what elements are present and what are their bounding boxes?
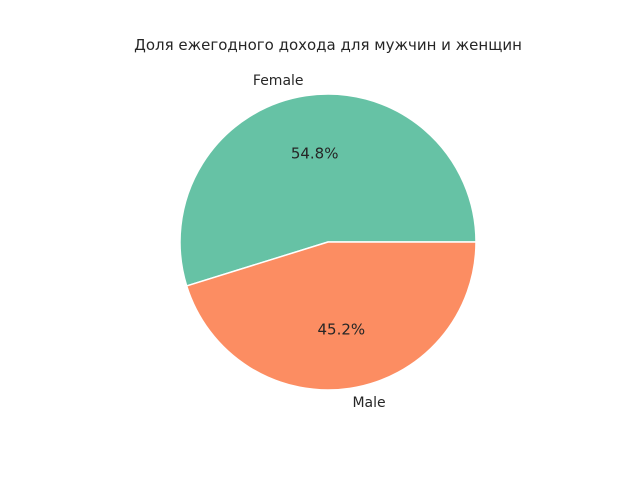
chart-title: Доля ежегодного дохода для мужчин и женщ…	[134, 36, 522, 54]
pie-labels: Female 54.8% Male 45.2%	[253, 73, 386, 411]
pie-slices	[179, 93, 477, 391]
pie-slice-female	[179, 93, 477, 287]
slice-label-female: Female	[253, 73, 304, 89]
pie-slice-male	[185, 241, 477, 391]
slice-label-male: Male	[352, 395, 385, 411]
pct-label-female: 54.8%	[291, 145, 339, 163]
pct-label-male: 45.2%	[318, 320, 366, 338]
